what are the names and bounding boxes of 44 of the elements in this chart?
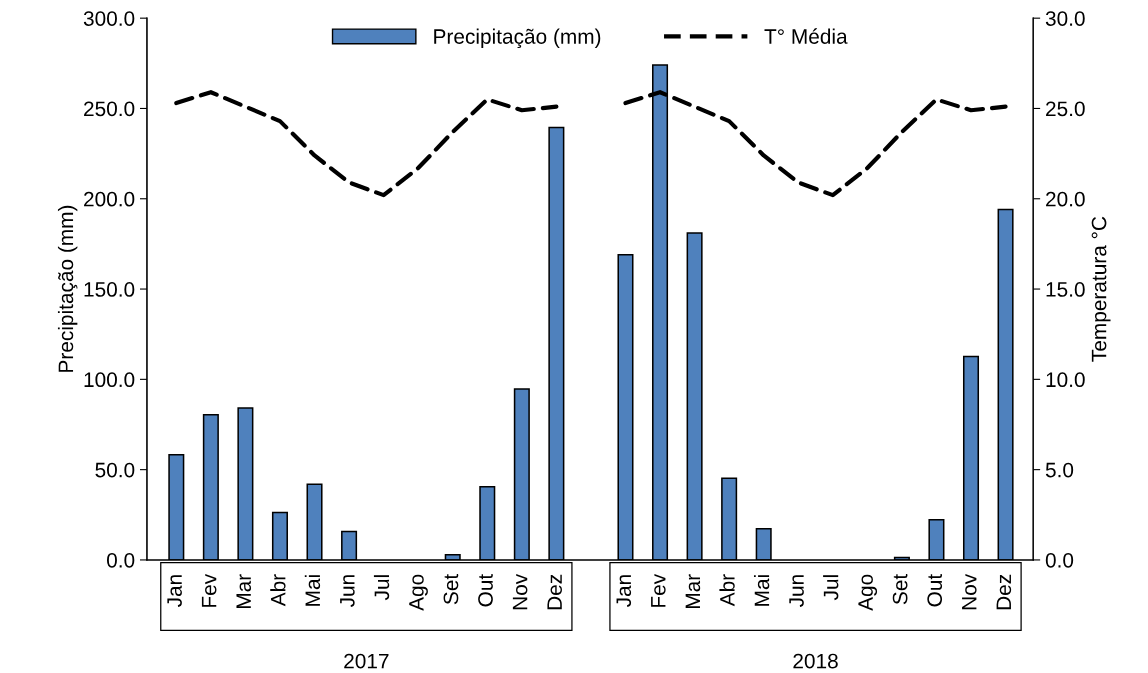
y-tick-label: 50.0 [95, 462, 135, 478]
x-tick-label: Jun [340, 575, 355, 608]
x-tick-label: Out [478, 573, 493, 607]
text: 2017 [344, 653, 389, 669]
y2-tick-label: 25.0 [1046, 101, 1085, 117]
y2-tick-label: 15.0 [1046, 282, 1085, 297]
y-tick-label: 0.0 [106, 552, 135, 568]
x-tick-label: Ago [858, 574, 878, 611]
y-tick-label: 300.0 [83, 11, 135, 26]
y-tick-label: 150.0 [84, 282, 135, 297]
x-tick-label: Mai [304, 575, 321, 606]
legend-label: Precipitação (mm) [434, 28, 601, 49]
x-tick-label: Mar [685, 574, 701, 608]
y2-tick-label: 5.0 [1045, 462, 1074, 478]
y2-tick-label: 30.0 [1045, 11, 1085, 26]
x-tick-label: Ago [409, 574, 428, 611]
x-tick-label: Nov [962, 573, 977, 610]
y2-tick-label: 0.0 [1045, 552, 1074, 568]
x-tick-label: Mai [753, 575, 770, 606]
y-axis-title: Precipitação (mm) [57, 205, 78, 372]
x-tick-label: Jan [167, 575, 182, 608]
y2-tick-label: 10.0 [1046, 372, 1085, 388]
y-tick-label: 100.0 [84, 372, 135, 388]
x-tick-label: Jul [823, 575, 839, 601]
x-tick-label: Jul [373, 575, 390, 601]
y2-tick-label: 20.0 [1046, 191, 1085, 207]
x-tick-label: Nov [512, 573, 528, 610]
y-tick-label: 250.0 [84, 101, 135, 117]
y2-axis-title: Temperatura °C [1091, 216, 1111, 362]
x-tick-label: Set [892, 573, 908, 605]
x-tick-label: Dez [547, 574, 562, 610]
x-tick-label: Mar [236, 574, 252, 608]
x-tick-label: Out [927, 573, 943, 607]
x-tick-label: Abr [719, 574, 735, 607]
x-tick-label: Dez [996, 574, 1012, 610]
x-tick-label: Fev [651, 573, 666, 607]
y-tick-label: 200.0 [84, 191, 135, 207]
x-tick-label: Fev [201, 573, 217, 607]
text: 2018 [793, 653, 838, 669]
x-tick-label: Jan [616, 575, 632, 608]
x-tick-label: Abr [270, 574, 286, 607]
legend-label: T° Média [764, 28, 848, 44]
x-tick-label: Set [443, 573, 459, 605]
x-tick-label: Jun [789, 575, 804, 608]
